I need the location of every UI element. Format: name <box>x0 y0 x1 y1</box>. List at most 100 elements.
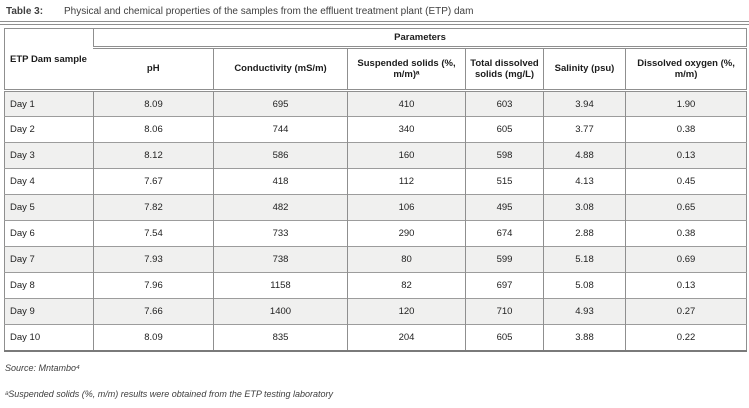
data-cell: 3.94 <box>543 90 626 117</box>
table-row: Day 4 7.67 418 112 515 4.13 0.45 <box>4 168 747 195</box>
row-label: Day 8 <box>4 272 94 299</box>
data-cell: 8.12 <box>93 142 214 169</box>
data-cell: 5.08 <box>543 272 626 299</box>
data-cell: 599 <box>465 246 544 273</box>
data-cell: 0.27 <box>624 298 747 325</box>
table-row: Day 3 8.12 586 160 598 4.88 0.13 <box>4 142 747 169</box>
data-cell: 738 <box>213 246 348 273</box>
data-cell: 710 <box>465 298 544 325</box>
data-cell: 0.38 <box>624 220 747 247</box>
data-cell: 106 <box>347 194 466 221</box>
data-cell: 82 <box>347 272 466 299</box>
data-cell: 598 <box>465 142 544 169</box>
data-cell: 160 <box>347 142 466 169</box>
group-header-row: ETP Dam sample Parameters <box>4 28 747 92</box>
data-cell: 7.54 <box>93 220 214 247</box>
row-label: Day 4 <box>4 168 94 195</box>
data-cell: 5.18 <box>543 246 626 273</box>
properties-table: ETP Dam sample Parameters pH Conductivit… <box>4 28 748 352</box>
data-cell: 515 <box>465 168 544 195</box>
column-header-salinity: Salinity (psu) <box>543 47 626 92</box>
data-cell: 204 <box>347 324 466 351</box>
data-cell: 290 <box>347 220 466 247</box>
table-row: Day 8 7.96 1158 82 697 5.08 0.13 <box>4 272 747 299</box>
data-cell: 7.82 <box>93 194 214 221</box>
parameters-group-header: Parameters <box>92 28 747 49</box>
caption-text: Physical and chemical properties of the … <box>64 6 474 17</box>
data-cell: 112 <box>347 168 466 195</box>
data-cell: 0.38 <box>624 116 747 143</box>
row-label: Day 9 <box>4 298 94 325</box>
data-cell: 7.67 <box>93 168 214 195</box>
column-header-suspended-solids: Suspended solids (%, m/m)ᵃ <box>347 47 466 92</box>
data-cell: 605 <box>465 116 544 143</box>
data-cell: 410 <box>347 90 466 117</box>
data-cell: 733 <box>213 220 348 247</box>
row-label: Day 6 <box>4 220 94 247</box>
table-row: Day 9 7.66 1400 120 710 4.93 0.27 <box>4 298 747 325</box>
data-cell: 1400 <box>213 298 348 325</box>
column-header-row: pH Conductivity (mS/m) Suspended solids … <box>5 47 747 92</box>
data-cell: 4.93 <box>543 298 626 325</box>
data-cell: 1158 <box>213 272 348 299</box>
data-cell: 495 <box>465 194 544 221</box>
column-header-conductivity: Conductivity (mS/m) <box>213 47 348 92</box>
data-cell: 418 <box>213 168 348 195</box>
data-cell: 835 <box>213 324 348 351</box>
data-cell: 603 <box>465 90 544 117</box>
table-body: Day 1 8.09 695 410 603 3.94 1.90 Day 2 8.06 744 34… <box>4 90 747 351</box>
data-cell: 0.69 <box>624 246 747 273</box>
data-cell: 0.22 <box>624 324 747 351</box>
table-row: Day 1 8.09 695 410 603 3.94 1.90 <box>4 90 747 117</box>
data-cell: 120 <box>347 298 466 325</box>
data-cell: 674 <box>465 220 544 247</box>
row-label: Day 10 <box>4 324 94 351</box>
data-cell: 8.06 <box>93 116 214 143</box>
row-label: Day 5 <box>4 194 94 221</box>
column-header-ph: pH <box>93 47 214 92</box>
data-cell: 3.88 <box>543 324 626 351</box>
data-cell: 8.09 <box>93 90 214 117</box>
source-note: Source: Mntambo⁴ <box>5 362 80 373</box>
data-cell: 4.13 <box>543 168 626 195</box>
data-cell: 1.90 <box>624 90 747 117</box>
data-cell: 2.88 <box>543 220 626 247</box>
data-cell: 4.88 <box>543 142 626 169</box>
footnotes: Source: Mntambo⁴ ᵃSuspended solids (%, m… <box>0 363 749 399</box>
table-caption: Table 3: Physical and chemical propertie… <box>0 0 749 17</box>
row-label: Day 2 <box>4 116 94 143</box>
data-cell: 7.66 <box>93 298 214 325</box>
row-label: Day 7 <box>4 246 94 273</box>
caption-divider <box>0 21 749 25</box>
data-cell: 697 <box>465 272 544 299</box>
data-cell: 0.13 <box>624 142 747 169</box>
data-cell: 0.45 <box>624 168 747 195</box>
data-cell: 80 <box>347 246 466 273</box>
caption-label: Table 3: <box>6 6 44 17</box>
table-row: Day 10 8.09 835 204 605 3.88 0.22 <box>4 324 747 351</box>
corner-header-cell: ETP Dam sample <box>4 28 94 92</box>
table-row: Day 6 7.54 733 290 674 2.88 0.38 <box>4 220 747 247</box>
data-cell: 3.77 <box>543 116 626 143</box>
table-row: Day 7 7.93 738 80 599 5.18 0.69 <box>4 246 747 273</box>
table-row: Day 5 7.82 482 106 495 3.08 0.65 <box>4 194 747 221</box>
data-cell: 0.65 <box>624 194 747 221</box>
data-cell: 744 <box>213 116 348 143</box>
data-cell: 340 <box>347 116 466 143</box>
footnote-a: ᵃSuspended solids (%, m/m) results were … <box>5 388 334 399</box>
data-cell: 7.93 <box>93 246 214 273</box>
data-cell: 0.13 <box>624 272 747 299</box>
data-cell: 7.96 <box>93 272 214 299</box>
data-cell: 605 <box>465 324 544 351</box>
column-header-total-dissolved-solids: Total dissolved solids (mg/L) <box>465 47 544 92</box>
data-cell: 586 <box>213 142 348 169</box>
row-label: Day 3 <box>4 142 94 169</box>
data-cell: 8.09 <box>93 324 214 351</box>
column-header-dissolved-oxygen: Dissolved oxygen (%, m/m) <box>624 47 747 92</box>
data-cell: 695 <box>213 90 348 117</box>
table-row: Day 2 8.06 744 340 605 3.77 0.38 <box>4 116 747 143</box>
data-cell: 3.08 <box>543 194 626 221</box>
data-cell: 482 <box>213 194 348 221</box>
row-label: Day 1 <box>10 98 35 110</box>
